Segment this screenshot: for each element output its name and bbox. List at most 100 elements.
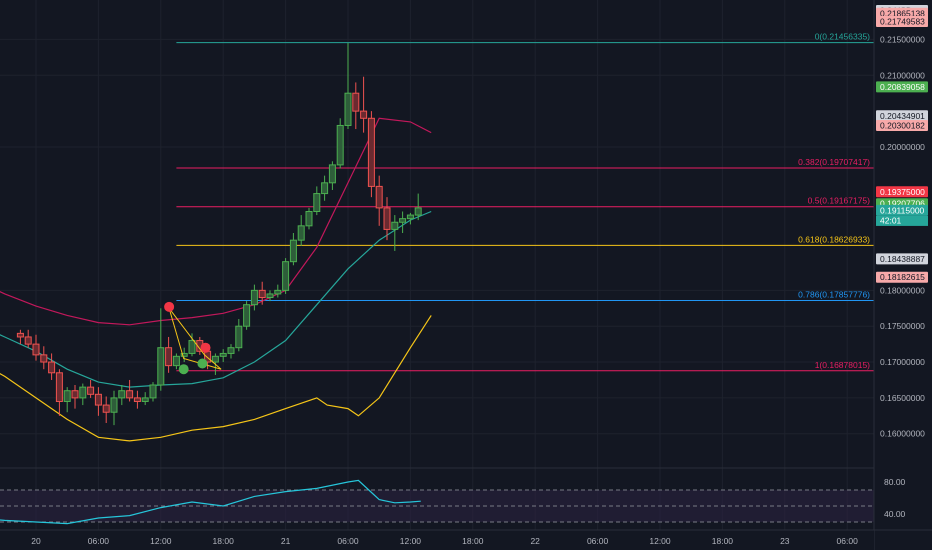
candle-body xyxy=(16,332,24,338)
price-tag xyxy=(876,271,928,283)
price-tag-label: 0.19115000 xyxy=(880,205,925,215)
candle-body xyxy=(211,355,219,363)
candle-body xyxy=(289,239,297,263)
fib-level-label: 0.5(0.19167175) xyxy=(808,196,871,206)
candle-body xyxy=(406,214,414,220)
time-tick-label: 23 xyxy=(780,536,790,546)
candle-body xyxy=(149,384,157,399)
signal-marker xyxy=(200,342,211,353)
price-tick-label: 0.17500000 xyxy=(880,321,925,331)
candle-body xyxy=(336,124,344,166)
time-tick-label: 18:00 xyxy=(712,536,734,546)
candle-body xyxy=(266,293,274,299)
time-tick-label: 06:00 xyxy=(337,536,359,546)
price-tag xyxy=(876,119,928,131)
candle-body xyxy=(133,397,141,402)
candle-body xyxy=(274,289,282,295)
oscillator-pane xyxy=(0,479,874,525)
candle-body xyxy=(165,347,173,367)
price-tick-label: 0.21000000 xyxy=(880,70,925,80)
price-tick-label: 0.20000000 xyxy=(880,142,925,152)
candle-body xyxy=(282,261,290,291)
price-tick-label: 0.21500000 xyxy=(880,34,925,44)
candle-body xyxy=(227,347,235,354)
candle-body xyxy=(118,390,126,399)
signal-marker xyxy=(197,358,208,369)
fib-level-label: 0.382(0.19707417) xyxy=(798,157,870,167)
grid xyxy=(0,0,874,530)
price-tag-label: 0.18438887 xyxy=(880,254,925,264)
candle-body xyxy=(180,352,188,357)
candlestick-series xyxy=(16,43,422,426)
candle-body xyxy=(157,347,165,386)
time-axis[interactable]: 20 06:00 12:00 18:00 21 06:00 12:00 18:00 22 06:0… xyxy=(0,529,932,550)
countdown-label: 42:01 xyxy=(880,215,902,225)
time-tick-label: 18:00 xyxy=(213,536,235,546)
candle-body xyxy=(258,289,266,299)
candle-body xyxy=(352,92,360,112)
candle-body xyxy=(360,110,368,119)
candle-body xyxy=(102,404,110,413)
price-tag-label: 0.20839058 xyxy=(880,82,925,92)
candle-body xyxy=(328,164,336,184)
candle-body xyxy=(71,390,79,399)
candle-body xyxy=(126,390,134,399)
candle-body xyxy=(48,361,56,374)
fibonacci-retracement[interactable]: 0(0.21456335) 0.382(0.19707417) 0.5(0.1916… xyxy=(176,32,874,372)
candle-body xyxy=(40,354,48,363)
price-axis[interactable]: 0.21500000 0.21000000 0.20000000 0.18000000… xyxy=(873,0,932,550)
price-tag-label: 0.20300182 xyxy=(880,120,925,130)
time-tick-label: 12:00 xyxy=(649,536,671,546)
candle-body xyxy=(219,352,227,357)
time-tick-label: 06:00 xyxy=(587,536,609,546)
candle-body xyxy=(235,325,243,349)
time-tick-label: 20 xyxy=(31,536,41,546)
price-tag-label: 0.19375000 xyxy=(880,187,925,197)
signal-marker xyxy=(178,364,189,375)
candle-body xyxy=(32,343,40,356)
candle-body xyxy=(87,386,95,395)
fib-level-label: 1(0.16878015) xyxy=(815,360,870,370)
candle-body xyxy=(383,207,391,230)
oscillator-line xyxy=(0,479,421,525)
price-tick-label: 0.18000000 xyxy=(880,285,925,295)
time-axis-background xyxy=(0,530,874,550)
candle-body xyxy=(399,218,407,223)
price-tag-label: 0.20434901 xyxy=(880,111,925,121)
candle-body xyxy=(63,390,71,402)
price-tick-label: 0.16000000 xyxy=(880,429,925,439)
price-tag-label: 0.21749583 xyxy=(880,17,925,27)
time-tick-label: 12:00 xyxy=(150,536,172,546)
price-tick-label: 0.17000000 xyxy=(880,357,925,367)
candle-body xyxy=(94,393,102,406)
candle-body xyxy=(243,304,251,327)
price-tag xyxy=(876,186,928,198)
fib-level-label: 0.786(0.17857776) xyxy=(798,290,870,300)
oscillator-tick-label: 80.00 xyxy=(884,477,906,487)
price-tag xyxy=(876,204,928,216)
time-tick-label: 06:00 xyxy=(837,536,859,546)
candle-body xyxy=(305,210,313,227)
price-tag xyxy=(876,110,928,122)
fib-level-label: 0.618(0.18626933) xyxy=(798,234,870,244)
fib-level-label: 0(0.21456335) xyxy=(815,32,870,42)
candle-body xyxy=(24,336,32,345)
candle-body xyxy=(391,221,399,230)
oscillator-tick-label: 40.00 xyxy=(884,509,906,519)
triangle-pattern[interactable] xyxy=(168,307,222,370)
time-tick-label: 06:00 xyxy=(88,536,110,546)
candle-body xyxy=(321,182,329,195)
candle-body xyxy=(79,386,87,399)
candle-body xyxy=(141,397,149,402)
candle-body xyxy=(55,372,63,402)
price-tag xyxy=(876,16,928,28)
time-tick-label: 18:00 xyxy=(462,536,484,546)
time-tick-label: 12:00 xyxy=(400,536,422,546)
time-tick-label: 21 xyxy=(281,536,291,546)
price-tag-label: 0.18182615 xyxy=(880,272,925,282)
candle-body xyxy=(313,193,321,212)
band-upper-line xyxy=(0,117,432,326)
candle-body xyxy=(414,207,422,216)
pattern-drawings[interactable] xyxy=(164,301,222,375)
